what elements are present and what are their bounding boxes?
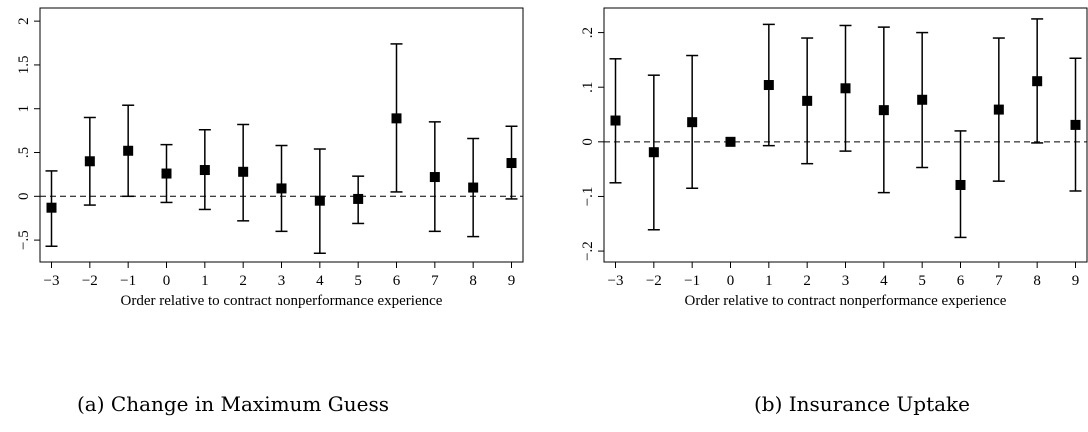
- point-estimate-marker: [391, 113, 402, 124]
- chart-panel-a: −.5 0 .5 1 1.5 2 −3 −2 −1 0 1 2 3 4 5 6 7 8 9 Order relativ…: [16, 7, 524, 416]
- chart-panel-b: −.2 −.1 0 .1 .2 −3 −2 −1 0 1 2 3 4 5 6 7 8 9 Order relativ…: [580, 7, 1088, 416]
- x-tick-label: 9: [1072, 273, 1080, 289]
- x-tick-label: 5: [354, 273, 362, 289]
- x-axis-title: Order relative to contract nonperformanc…: [685, 293, 1007, 309]
- point-estimate-marker: [238, 166, 249, 177]
- y-tick-label: 0: [580, 138, 596, 146]
- x-tick-label: −1: [684, 273, 700, 289]
- point-estimate-marker: [84, 156, 95, 167]
- point-estimate-marker: [763, 80, 774, 91]
- y-tick-label: .1: [580, 82, 596, 93]
- y-tick-label: 0: [16, 193, 32, 201]
- x-tick-label: −2: [646, 273, 662, 289]
- point-estimate-marker: [161, 168, 172, 179]
- y-tick-label: −.1: [580, 187, 596, 207]
- x-tick-label: 2: [239, 273, 247, 289]
- x-tick-label: −1: [120, 273, 136, 289]
- point-estimate-marker: [276, 183, 287, 194]
- point-estimate-marker: [429, 172, 440, 183]
- x-tick-label: 7: [431, 273, 439, 289]
- panel-caption: (a) Change in Maximum Guess: [77, 392, 389, 416]
- x-tick-label: 8: [469, 273, 477, 289]
- x-tick-label: 5: [918, 273, 926, 289]
- x-tick-label: 1: [201, 273, 209, 289]
- x-tick-label: 0: [163, 273, 171, 289]
- point-estimate-marker: [955, 179, 966, 190]
- x-tick-label: 2: [803, 273, 811, 289]
- x-tick-label: −3: [44, 273, 60, 289]
- point-estimate-marker: [1070, 119, 1081, 130]
- x-tick-label: 7: [995, 273, 1003, 289]
- panel-caption: (b) Insurance Uptake: [754, 392, 970, 416]
- x-tick-label: 3: [278, 273, 286, 289]
- point-estimate-marker: [840, 83, 851, 94]
- x-tick-label: −3: [608, 273, 624, 289]
- point-estimate-marker: [648, 147, 659, 158]
- point-estimate-marker: [993, 104, 1004, 115]
- y-tick-label: 2: [16, 17, 32, 25]
- y-tick-label: 1.5: [16, 56, 32, 75]
- point-estimate-marker: [314, 195, 325, 206]
- x-tick-label: 4: [880, 273, 888, 289]
- y-tick-label: .2: [580, 27, 596, 38]
- y-tick-label: −.2: [580, 241, 596, 261]
- point-estimate-marker: [802, 95, 813, 106]
- point-estimate-marker: [878, 105, 889, 116]
- x-tick-label: −2: [82, 273, 98, 289]
- point-estimate-marker: [353, 193, 364, 204]
- y-tick-label: −.5: [16, 230, 32, 250]
- x-tick-label: 0: [727, 273, 735, 289]
- point-estimate-marker: [610, 115, 621, 126]
- x-tick-label: 1: [765, 273, 773, 289]
- y-tick-label: .5: [16, 147, 32, 158]
- x-tick-label: 4: [316, 273, 324, 289]
- x-tick-label: 6: [393, 273, 401, 289]
- point-estimate-marker: [468, 182, 479, 193]
- point-estimate-marker: [1032, 76, 1043, 87]
- x-tick-label: 3: [842, 273, 850, 289]
- point-estimate-marker: [199, 165, 210, 176]
- y-tick-label: 1: [16, 105, 32, 113]
- point-estimate-marker: [917, 94, 928, 105]
- x-tick-label: 6: [957, 273, 965, 289]
- x-tick-label: 9: [508, 273, 516, 289]
- point-estimate-marker: [687, 117, 698, 128]
- point-estimate-marker: [506, 158, 517, 169]
- point-estimate-marker: [725, 136, 736, 147]
- x-tick-label: 8: [1033, 273, 1041, 289]
- point-estimate-marker: [123, 145, 134, 156]
- x-axis-title: Order relative to contract nonperformanc…: [121, 293, 443, 309]
- point-estimate-marker: [46, 202, 57, 213]
